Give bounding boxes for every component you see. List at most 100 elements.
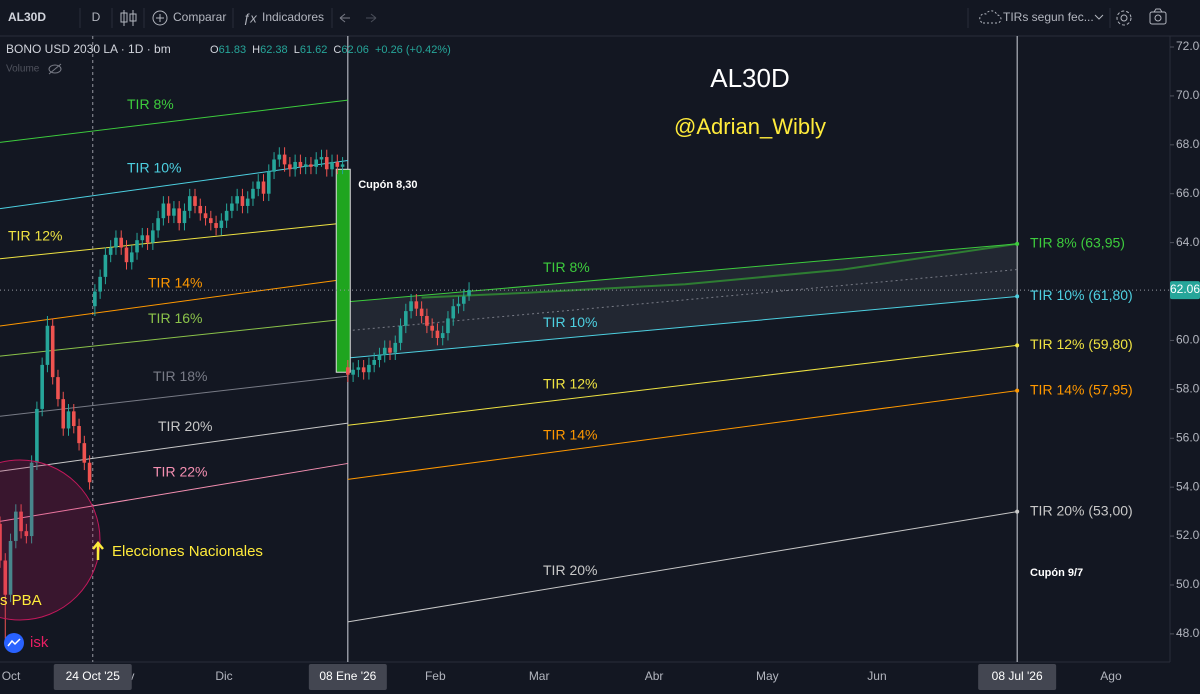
candle-body — [314, 159, 319, 167]
candle-body — [77, 426, 81, 444]
candle-body — [98, 276, 102, 292]
candle-body — [114, 237, 118, 248]
highlight-circle — [0, 459, 101, 621]
logo-mark — [7, 638, 21, 647]
symbol[interactable]: AL30D — [8, 10, 46, 24]
yield-end-label: TIR 20% (53,00) — [1030, 502, 1133, 518]
candle-body — [377, 355, 382, 361]
candle-body — [435, 330, 440, 338]
candle-body — [361, 367, 366, 373]
layout-menu[interactable] — [1094, 14, 1104, 20]
y-tick-label: 66.00 — [1176, 186, 1200, 200]
overlay: TIR 8% TIR 10% TIR 12% TIR 14% TIR 16% TIR 18… — [8, 96, 1133, 578]
yield-end-label: TIR 14% (57,95) — [1030, 381, 1133, 397]
x-tick-label: Oct — [2, 669, 21, 683]
redo-button[interactable] — [366, 13, 377, 23]
candle-body — [346, 367, 350, 375]
candle-body — [409, 301, 413, 312]
ohlc-letter: O — [210, 44, 219, 56]
candle-body — [356, 367, 361, 370]
hide-volume-icon[interactable] — [48, 63, 62, 75]
yield-line-label: TIR 18% — [153, 368, 207, 384]
candle-body — [187, 196, 192, 211]
x-tick-label: 24 Oct '25 — [66, 669, 121, 683]
candle-body — [340, 164, 345, 167]
candle-body — [398, 325, 403, 343]
yield-line-label: TIR 20% — [543, 562, 597, 578]
candle-body — [425, 315, 429, 326]
yield-line-label: TIR 10% — [127, 160, 181, 176]
yield-line — [0, 99, 348, 143]
candle-body — [135, 240, 139, 253]
yield-line-end — [1015, 509, 1020, 514]
candle-body — [372, 360, 376, 365]
undo-button[interactable] — [339, 13, 350, 23]
interval[interactable]: D — [92, 10, 101, 24]
layout-name[interactable]: TIRs segun fec... — [1003, 10, 1094, 24]
yield-line — [0, 222, 348, 260]
annotation: isk — [30, 634, 49, 651]
yield-line-label: TIR 12% — [8, 228, 62, 244]
x-tick-label: Feb — [425, 669, 446, 683]
y-tick-label: 54.00 — [1176, 479, 1200, 493]
candle-body — [209, 218, 213, 224]
indicators-button[interactable]: Indicadores — [262, 10, 324, 24]
price-tag-label: 62.06 — [1170, 282, 1200, 296]
candle-body — [0, 523, 2, 561]
yield-line — [347, 243, 1018, 303]
candle-body — [56, 377, 60, 400]
ohlc-letter: C — [333, 44, 341, 56]
y-tick-label: 72.00 — [1176, 39, 1200, 53]
x-tick-label: 08 Jul '26 — [992, 669, 1043, 683]
candle-body — [288, 164, 292, 170]
settings-button[interactable] — [1116, 10, 1132, 26]
yield-line — [0, 278, 348, 327]
x-tick-highlight — [978, 664, 1057, 690]
cloud-icon[interactable] — [979, 10, 1002, 24]
x-tick-highlight — [308, 664, 387, 690]
x-tick-label: Ago — [1100, 669, 1122, 683]
compare-icon[interactable] — [152, 10, 168, 26]
candle-body — [256, 181, 261, 189]
compare-button[interactable]: Comparar — [173, 10, 226, 24]
toolbar — [0, 0, 1200, 36]
price-tag — [1170, 281, 1200, 300]
x-tick-label: Mar — [529, 669, 550, 683]
yield-line-label: TIR 10% — [543, 314, 597, 330]
chart-type-button[interactable] — [120, 10, 137, 26]
yield-line-end — [1015, 294, 1020, 299]
candle-body — [40, 364, 44, 409]
candle-body — [266, 171, 271, 194]
candle-body — [351, 369, 355, 375]
chart-subtitle: @Adrian_Wibly — [674, 114, 826, 139]
candle-body — [50, 325, 55, 378]
ohlc-value: 62.06 — [341, 44, 369, 56]
x-tick-label: Dic — [215, 669, 232, 683]
x-tick-label: Jun — [867, 669, 886, 683]
yield-end-label: TIR 10% (61,80) — [1030, 287, 1133, 303]
yield-line-end — [1015, 241, 1020, 246]
candle-body — [261, 181, 266, 194]
candle-body — [404, 311, 408, 326]
candle-body — [19, 511, 23, 532]
candle-body — [282, 154, 287, 165]
annotation-arrow — [92, 541, 104, 560]
yield-line-label: TIR 22% — [153, 464, 207, 480]
projection-curve — [421, 242, 1018, 299]
x-tick-highlight — [53, 664, 132, 690]
indicators-icon[interactable]: ƒx — [243, 10, 257, 25]
y-tick-label: 58.00 — [1176, 382, 1200, 396]
plot-area — [0, 36, 1170, 662]
yield-line — [0, 375, 348, 417]
yield-line-label: TIR 8% — [543, 259, 590, 275]
candle-body — [467, 290, 471, 296]
candle-body — [3, 560, 8, 595]
candle-body — [293, 161, 297, 170]
candle-body — [430, 325, 434, 331]
yield-line-label: TIR 16% — [148, 310, 202, 326]
candle-body — [298, 161, 303, 167]
candle-body — [29, 462, 34, 537]
yield-end-label: TIR 8% (63,95) — [1030, 235, 1125, 251]
snapshot-button[interactable] — [1149, 8, 1167, 25]
yield-line — [347, 511, 1018, 623]
